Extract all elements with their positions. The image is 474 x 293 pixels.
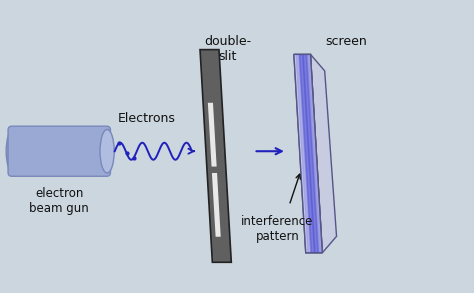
Polygon shape [297,54,309,253]
Polygon shape [306,54,318,253]
Polygon shape [309,54,321,253]
Polygon shape [310,54,322,253]
Polygon shape [301,54,313,253]
Polygon shape [310,54,321,253]
Polygon shape [302,54,314,253]
Polygon shape [208,103,217,167]
Polygon shape [309,54,321,253]
Polygon shape [299,54,311,253]
Polygon shape [297,54,309,253]
Polygon shape [304,54,317,253]
Ellipse shape [6,130,20,173]
Text: interference
pattern: interference pattern [241,215,313,243]
Polygon shape [299,54,311,253]
Polygon shape [298,54,310,253]
Polygon shape [294,54,306,253]
Polygon shape [305,54,317,253]
Polygon shape [305,54,318,253]
Polygon shape [295,54,307,253]
Polygon shape [294,54,306,253]
Polygon shape [307,54,319,253]
Polygon shape [306,54,318,253]
Polygon shape [304,54,316,253]
Polygon shape [307,54,319,253]
Polygon shape [301,54,314,253]
Polygon shape [310,54,337,253]
Polygon shape [294,54,306,253]
Polygon shape [308,54,319,253]
Polygon shape [298,54,310,253]
Polygon shape [309,54,321,253]
Polygon shape [310,54,322,253]
Polygon shape [298,54,310,253]
Polygon shape [296,54,308,253]
Polygon shape [304,54,316,253]
Polygon shape [306,54,318,253]
Ellipse shape [100,130,114,173]
Text: Electrons: Electrons [118,112,176,125]
Polygon shape [297,54,309,253]
Polygon shape [307,54,319,253]
Polygon shape [307,54,319,253]
Polygon shape [307,54,319,253]
Polygon shape [296,54,309,253]
Polygon shape [300,54,312,253]
Polygon shape [304,54,316,253]
Polygon shape [301,54,312,253]
Polygon shape [308,54,320,253]
Polygon shape [200,50,231,262]
Polygon shape [302,54,314,253]
Polygon shape [303,54,316,253]
Polygon shape [301,54,312,253]
Polygon shape [301,54,313,253]
Text: electron
beam gun: electron beam gun [29,187,89,215]
Polygon shape [303,54,315,253]
Polygon shape [300,54,312,253]
Polygon shape [296,54,308,253]
Polygon shape [296,54,308,253]
Polygon shape [309,54,320,253]
Polygon shape [297,54,310,253]
Polygon shape [299,54,311,253]
Polygon shape [299,54,311,253]
Polygon shape [303,54,315,253]
Polygon shape [306,54,318,253]
Text: screen: screen [325,35,367,48]
Polygon shape [306,54,319,253]
Polygon shape [295,54,307,253]
Polygon shape [294,54,307,253]
Polygon shape [304,54,316,253]
Polygon shape [308,54,320,253]
Text: double-
slit: double- slit [204,35,251,64]
Polygon shape [303,54,315,253]
Polygon shape [301,54,313,253]
FancyBboxPatch shape [8,126,110,176]
Polygon shape [301,54,313,253]
Polygon shape [308,54,320,253]
Polygon shape [295,54,308,253]
Polygon shape [299,54,310,253]
Polygon shape [297,54,309,253]
Polygon shape [294,54,322,253]
Polygon shape [302,54,314,253]
Polygon shape [295,54,307,253]
Polygon shape [300,54,312,253]
Polygon shape [305,54,317,253]
Polygon shape [310,54,322,253]
Polygon shape [300,54,311,253]
Polygon shape [298,54,310,253]
Polygon shape [212,173,221,237]
Polygon shape [302,54,314,253]
Polygon shape [296,54,308,253]
Polygon shape [310,54,322,253]
Polygon shape [305,54,317,253]
Polygon shape [302,54,315,253]
Polygon shape [309,54,320,253]
